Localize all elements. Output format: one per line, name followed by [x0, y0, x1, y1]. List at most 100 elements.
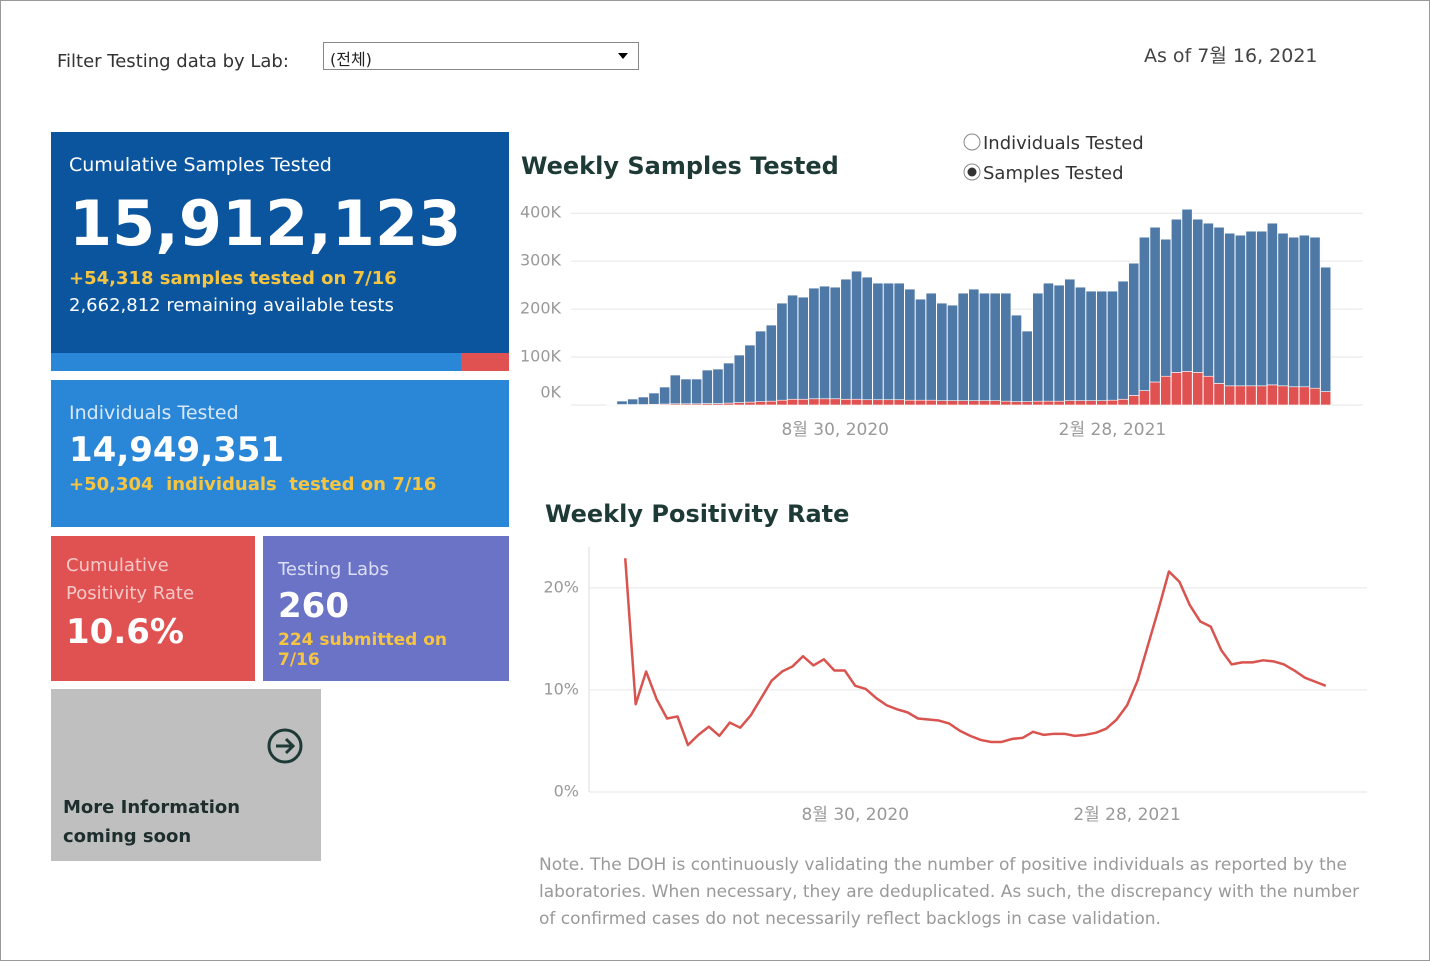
bar — [1085, 290, 1097, 401]
bar — [808, 287, 820, 400]
bar — [1213, 226, 1225, 384]
y-tick-label: 20% — [543, 577, 579, 596]
bar — [872, 399, 884, 406]
bar — [893, 399, 905, 406]
bar — [1202, 222, 1214, 377]
bar — [957, 292, 969, 401]
card-change: +54,318 samples tested on 7/16 — [69, 268, 397, 289]
bar — [1117, 280, 1129, 400]
bar — [1064, 278, 1076, 401]
bar — [744, 401, 756, 406]
bar — [1224, 385, 1236, 406]
y-tick-label: 10% — [543, 679, 579, 698]
bar — [979, 400, 990, 406]
bar — [861, 399, 873, 406]
bar — [659, 386, 671, 405]
card-more-info[interactable]: More Information coming soon — [51, 689, 321, 861]
toggle-option[interactable]: Individuals Tested — [961, 129, 1144, 159]
bar — [1202, 375, 1214, 406]
card-value: 14,949,351 — [69, 430, 285, 470]
filter-dropdown[interactable]: (전체) — [323, 42, 639, 70]
bar — [829, 398, 841, 406]
card-remaining: 2,662,812 remaining available tests — [69, 295, 394, 316]
bar — [733, 354, 745, 403]
toggle-label: Samples Tested — [983, 163, 1124, 184]
bar — [936, 400, 948, 406]
bar — [1160, 375, 1172, 406]
bar — [691, 378, 703, 405]
bar — [947, 304, 958, 401]
bar — [1256, 230, 1268, 387]
bar — [1032, 400, 1044, 406]
bar — [1298, 234, 1310, 388]
bar — [1320, 266, 1332, 392]
bar — [1234, 234, 1246, 387]
bar — [989, 292, 1001, 401]
y-tick-label: 0K — [540, 383, 561, 402]
bar — [915, 399, 926, 406]
bar — [893, 282, 905, 401]
bar — [1107, 290, 1118, 401]
bar — [1277, 232, 1289, 387]
bar — [1064, 400, 1076, 406]
card-title: Cumulative Positivity Rate — [66, 555, 195, 604]
bar — [1160, 238, 1172, 377]
bar — [1149, 226, 1161, 383]
bar — [1309, 387, 1321, 406]
bar — [904, 399, 916, 406]
bar — [872, 282, 884, 401]
bar — [680, 378, 692, 405]
bar — [1170, 372, 1182, 406]
bar — [968, 288, 980, 401]
bar — [925, 292, 937, 401]
bar — [616, 400, 628, 405]
bar — [1170, 218, 1182, 373]
bar — [968, 400, 980, 406]
bar — [797, 398, 809, 406]
bar — [819, 285, 830, 400]
bar — [925, 399, 937, 406]
bar — [851, 270, 862, 400]
bar — [701, 369, 713, 404]
x-tick-label: 2월 28, 2021 — [1059, 420, 1167, 440]
bar — [1021, 330, 1033, 402]
line — [623, 558, 1327, 747]
note: Note. The DOH is continuously validating… — [539, 855, 1360, 929]
progress-remaining — [461, 353, 509, 371]
bar — [829, 286, 841, 400]
radio — [963, 133, 981, 151]
bar — [1213, 383, 1225, 406]
bar — [851, 398, 862, 406]
bar — [1139, 236, 1150, 391]
bar — [1107, 399, 1118, 406]
bar — [787, 398, 798, 406]
bar — [883, 282, 894, 401]
bar — [1117, 398, 1129, 406]
bar — [1085, 400, 1097, 406]
as-of-date: As of 7월 16, 2021 — [1144, 45, 1318, 67]
card-cumulative-samples: Cumulative Samples Tested 15,912,123 +54… — [51, 132, 509, 353]
bar — [979, 292, 990, 401]
bar — [648, 392, 660, 405]
toggle-option[interactable]: Samples Tested — [961, 159, 1144, 189]
card-labs: Testing Labs 260 224 submitted on 7/16 — [263, 536, 509, 681]
card-text: More Information coming soon — [63, 797, 241, 847]
bar — [787, 294, 798, 400]
card-submitted: 224 submitted on 7/16 — [278, 630, 447, 670]
bar — [765, 324, 777, 402]
bar — [989, 400, 1001, 406]
y-tick-label: 200K — [520, 299, 562, 318]
bar — [723, 362, 735, 404]
bar — [1053, 400, 1065, 406]
x-tick-label: 8월 30, 2020 — [781, 420, 889, 440]
y-tick-label: 0% — [554, 782, 579, 801]
bar — [1245, 230, 1257, 387]
card-positivity: Cumulative Positivity Rate 10.6% — [51, 536, 255, 681]
bar — [819, 398, 830, 406]
bar — [712, 368, 724, 404]
card-title: Individuals Tested — [69, 402, 239, 424]
bar — [1277, 385, 1289, 406]
bar — [637, 396, 649, 405]
radio-dot — [967, 167, 977, 177]
y-tick-label: 100K — [520, 347, 562, 366]
